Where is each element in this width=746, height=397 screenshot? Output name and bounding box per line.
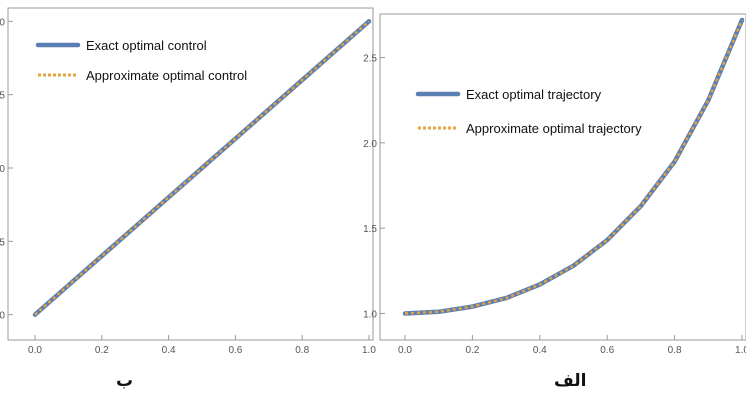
trajectory-chart: 0.0 0.2 0.4 0.6 0.8 1.0 1.0 1.5 2.0 2.5 Exact opti… bbox=[363, 13, 746, 356]
x-tick-label: 0.2 bbox=[465, 345, 479, 356]
x-tick-label: 0.4 bbox=[162, 345, 176, 356]
y-tick-label: 1.5 bbox=[363, 224, 377, 235]
plot-frame bbox=[7, 7, 374, 341]
trajectory-approx-line bbox=[404, 19, 744, 315]
caption-right: الف bbox=[554, 371, 587, 391]
x-tick-label: 0.4 bbox=[533, 345, 547, 356]
trajectory-exact-line bbox=[402, 17, 745, 316]
x-tick-label: 0.0 bbox=[398, 345, 412, 356]
y-tick-label: 2.5 bbox=[0, 91, 5, 102]
legend-label: Approximate optimal control bbox=[86, 68, 247, 83]
x-tick-label: 1.0 bbox=[735, 345, 746, 356]
legend-label: Exact optimal trajectory bbox=[466, 87, 602, 102]
x-tick-label: 0.8 bbox=[295, 345, 309, 356]
x-tick-label: 0.0 bbox=[28, 345, 42, 356]
y-tick-label: 2.0 bbox=[363, 139, 377, 150]
caption-left: ب bbox=[116, 371, 134, 391]
x-tick-label: 0.6 bbox=[600, 345, 614, 356]
y-tick-label: 1.0 bbox=[363, 309, 377, 320]
y-tick-label: 2.0 bbox=[0, 164, 5, 175]
x-tick-label: 1.0 bbox=[362, 345, 376, 356]
control-chart: 0.0 0.2 0.4 0.6 0.8 1.0 1.0 1.5 2.0 2.5 3.0 Exact o… bbox=[0, 7, 376, 356]
x-tick-label: 0.6 bbox=[228, 345, 242, 356]
plot-frame bbox=[379, 13, 746, 341]
y-tick-label: 1.5 bbox=[0, 237, 5, 248]
x-tick-label: 0.2 bbox=[95, 345, 109, 356]
y-tick-label: 1.0 bbox=[0, 311, 5, 322]
legend-label: Approximate optimal trajectory bbox=[466, 121, 642, 136]
y-tick-label: 3.0 bbox=[0, 17, 5, 28]
x-tick-label: 0.8 bbox=[668, 345, 682, 356]
control-approx-line bbox=[34, 20, 370, 316]
y-tick-label: 2.5 bbox=[363, 54, 377, 65]
legend-label: Exact optimal control bbox=[86, 38, 207, 53]
